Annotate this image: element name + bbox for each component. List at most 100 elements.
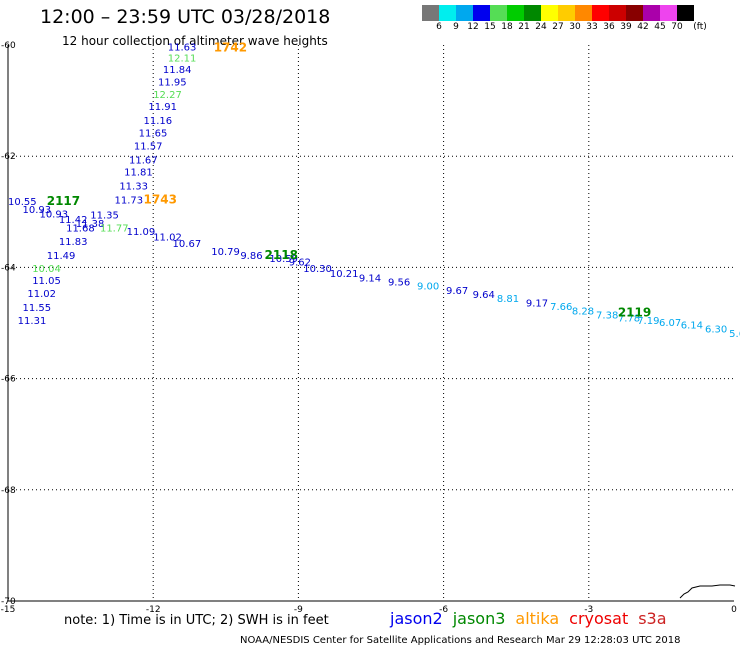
map-frame: [7, 45, 734, 602]
wave-height-value: 10.04: [32, 264, 61, 275]
wave-height-value: 10.21: [330, 269, 359, 280]
wave-height-value: 11.31: [18, 316, 47, 327]
wave-height-value: 8.81: [497, 294, 519, 305]
wave-height-value: 6.07: [659, 318, 681, 329]
legend-label: 12: [467, 22, 479, 32]
wave-height-value: 11.83: [59, 237, 88, 248]
wave-height-value: 11.49: [47, 251, 76, 262]
legend-swatch: [592, 5, 609, 21]
satellite-name: cryosat: [569, 609, 629, 628]
wave-height-value: 10.67: [173, 239, 202, 250]
wave-height-value: 11.77: [100, 223, 129, 234]
wave-height-value: 10.93: [23, 205, 52, 216]
lat-tick-label: -66: [1, 375, 16, 385]
wave-height-value: 11.35: [90, 210, 119, 221]
wave-height-value: 9.00: [417, 282, 439, 293]
wave-height-value: 9.17: [526, 298, 548, 309]
wave-height-value: 10.59: [269, 254, 298, 265]
wave-height-value: 10.30: [303, 264, 332, 275]
wave-height-value: 11.91: [148, 102, 177, 113]
wave-height-value: 11.42: [59, 215, 88, 226]
satellite-legend: jason2 jason3 altika cryosat s3a: [390, 609, 677, 628]
legend-swatch: [643, 5, 660, 21]
legend-swatch: [660, 5, 677, 21]
wave-height-value: 9.62: [289, 258, 311, 269]
lat-tick-label: -68: [1, 486, 16, 496]
legend-swatch: [456, 5, 473, 21]
lon-tick-label: -6: [439, 605, 448, 615]
legend-label: 70: [671, 22, 683, 32]
credit-line: NOAA/NESDIS Center for Satellite Applica…: [240, 635, 681, 646]
chart-title: 12:00 – 23:59 UTC 03/28/2018: [40, 6, 331, 28]
pass-time-label: 1743: [144, 192, 177, 206]
satellite-name: altika: [515, 609, 560, 628]
wave-height-value: 11.95: [158, 78, 187, 89]
wave-height-value: 9.56: [388, 278, 410, 289]
axis-tick-labels: -60 -62 -64 -66 -68 -70-15 -12 -9 -6 -3 0: [1, 41, 737, 615]
coastline-shape: [679, 584, 736, 599]
legend-swatch: [524, 5, 541, 21]
wave-height-value: 11.67: [129, 155, 158, 166]
lon-tick-label: -3: [584, 605, 593, 615]
wave-height-value: 11.02: [153, 233, 182, 244]
legend-label: 45: [654, 22, 666, 32]
pass-time-labels: 1742 1743 2117 2118 2119: [47, 41, 652, 320]
wave-height-value: 6.14: [681, 321, 703, 332]
legend-swatch: [541, 5, 558, 21]
wave-height-value: 11.63: [168, 43, 197, 54]
legend-label: 6: [436, 22, 442, 32]
legend-label: 30: [569, 22, 581, 32]
legend-label: 36: [603, 22, 615, 32]
wave-height-value: 6.30: [705, 324, 727, 335]
legend-label: 42: [637, 22, 649, 32]
legend-label: 33: [586, 22, 598, 32]
wave-height-value: 11.65: [139, 129, 168, 140]
legend-label: 18: [501, 22, 513, 32]
legend-swatch: [558, 5, 575, 21]
legend-label: 27: [552, 22, 564, 32]
wave-height-value: 5.63: [729, 329, 740, 340]
satellite-name: s3a: [638, 609, 667, 628]
wave-height-value: 11.05: [32, 276, 61, 287]
wave-height-value: 11.33: [119, 182, 148, 193]
legend-label: 15: [484, 22, 496, 32]
wave-height-value: 12.27: [153, 90, 182, 101]
wave-height-value: 11.09: [127, 227, 156, 238]
wave-height-value: 7.38: [596, 311, 618, 322]
wave-height-value: 9.67: [446, 286, 468, 297]
wave-height-value: 12.11: [168, 54, 197, 65]
legend-label: 24: [535, 22, 547, 32]
legend-unit: (ft): [693, 22, 707, 32]
legend-swatch: [490, 5, 507, 21]
wave-height-value: 11.16: [144, 116, 173, 127]
footer-note: note: 1) Time is in UTC; 2) SWH is in fe…: [64, 613, 329, 628]
pass-time-label: 1742: [214, 41, 247, 55]
legend-label: 21: [518, 22, 530, 32]
legend-swatch: [473, 5, 490, 21]
wave-height-value: 7.19: [637, 316, 659, 327]
legend-swatch: [507, 5, 524, 21]
legend-swatch: [439, 5, 456, 21]
lon-tick-label: -12: [146, 605, 161, 615]
lat-tick-label: -70: [1, 597, 16, 607]
legend-swatch: [677, 5, 694, 21]
color-legend: [422, 5, 694, 21]
wave-height-value: 9.64: [473, 290, 495, 301]
map-grid: [8, 45, 734, 601]
wave-height-value: 11.81: [124, 168, 153, 179]
legend-swatch: [575, 5, 592, 21]
wave-height-value: 11.02: [27, 289, 56, 300]
lat-tick-label: -62: [1, 152, 16, 162]
wave-height-value: 10.93: [39, 209, 68, 220]
wave-height-value: 8.28: [572, 307, 594, 318]
legend-label: 9: [453, 22, 459, 32]
wave-height-value: 11.68: [66, 223, 95, 234]
legend-swatch: [422, 5, 439, 21]
wave-height-value: 11.57: [134, 142, 163, 153]
lat-tick-label: -60: [1, 41, 16, 51]
satellite-name: jason2: [390, 609, 443, 628]
lon-tick-label: -9: [294, 605, 303, 615]
legend-label: 39: [620, 22, 632, 32]
